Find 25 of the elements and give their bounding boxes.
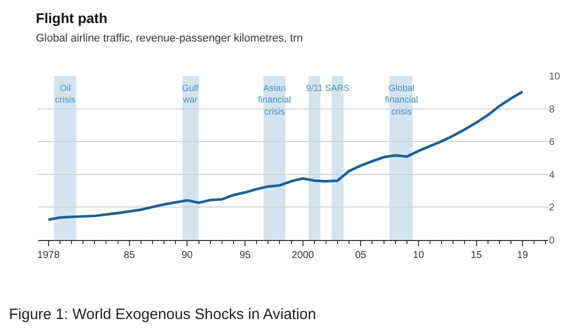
band-label: Oil crisis: [55, 83, 76, 105]
y-tick-label: 6: [549, 137, 555, 148]
caption: Figure 1: World Exogenous Shocks in Aviation: [9, 306, 316, 323]
band-label: SARS: [325, 83, 350, 93]
y-tick-label: 2: [549, 202, 555, 214]
x-tick-label: 2000: [292, 250, 314, 261]
band-label: 9/11: [306, 83, 323, 93]
chart-title: Flight path: [36, 10, 108, 26]
x-tick-label: 90: [182, 250, 194, 261]
line-series: [47, 90, 524, 221]
x-tick-label: 05: [355, 250, 367, 261]
band-label: Gulf war: [182, 83, 200, 105]
x-tick-label: 85: [124, 250, 136, 261]
band-label: Asian financial crisis: [258, 83, 292, 116]
x-tick-label: 1978: [37, 250, 60, 261]
y-tick-label: 0: [549, 236, 555, 246]
y-tick-label: 8: [549, 104, 555, 116]
x-tick-label: 10: [412, 250, 424, 261]
y-tick-label: 10: [549, 72, 561, 82]
band-label: Global financial crisis: [385, 83, 418, 116]
x-tick-label: 19: [516, 250, 529, 261]
y-tick-label: 4: [549, 170, 555, 181]
x-tick-label: 15: [470, 250, 482, 261]
x-tick-label: 95: [239, 250, 252, 261]
chart-subtitle: Global airline traffic, revenue-passenger kilometres, trn: [36, 32, 303, 44]
